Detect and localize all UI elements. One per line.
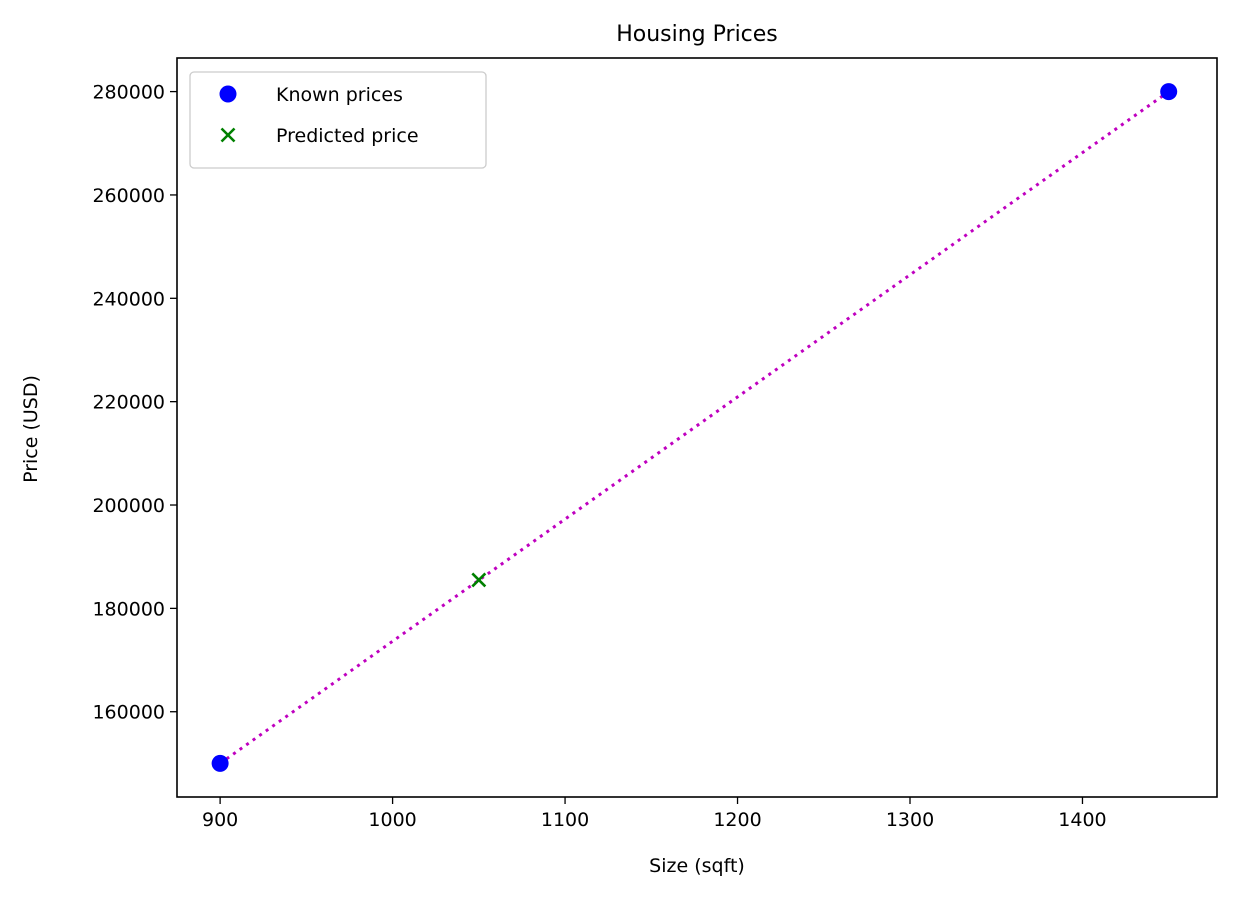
chart-title: Housing Prices	[616, 22, 778, 47]
predicted-price-marker-b	[471, 572, 487, 588]
y-tick-label-260000: 260000	[92, 185, 165, 207]
x-tick-label-1400: 1400	[1058, 809, 1106, 831]
y-tick-label-240000: 240000	[92, 288, 165, 310]
x-tick-label-900: 900	[202, 809, 238, 831]
y-axis-label: Price (USD)	[20, 375, 42, 483]
axes-frame	[176, 57, 1218, 798]
x-axis-label: Size (sqft)	[649, 855, 745, 877]
legend-marker-predicted-b	[220, 127, 236, 143]
x-tick-label-1100: 1100	[541, 809, 589, 831]
legend-marker-known-prices	[219, 85, 237, 103]
known-price-point-1	[1160, 83, 1178, 101]
y-tick-label-160000: 160000	[92, 702, 165, 724]
y-tick-label-200000: 200000	[92, 495, 165, 517]
y-tick-label-280000: 280000	[92, 82, 165, 104]
fit-line	[219, 90, 1170, 765]
legend-box	[189, 71, 487, 169]
x-tick-label-1000: 1000	[368, 809, 416, 831]
plot-area: 900 1000 1100 1200 1300 1400 160000 180000 20000…	[92, 57, 1218, 831]
x-tick-label-1300: 1300	[886, 809, 934, 831]
legend-label-1: Predicted price	[276, 125, 419, 147]
known-price-point-0	[211, 754, 229, 772]
y-tick-label-220000: 220000	[92, 392, 165, 414]
x-tick-label-1200: 1200	[713, 809, 761, 831]
legend-label-0: Known prices	[276, 84, 403, 106]
y-tick-label-180000: 180000	[92, 598, 165, 620]
